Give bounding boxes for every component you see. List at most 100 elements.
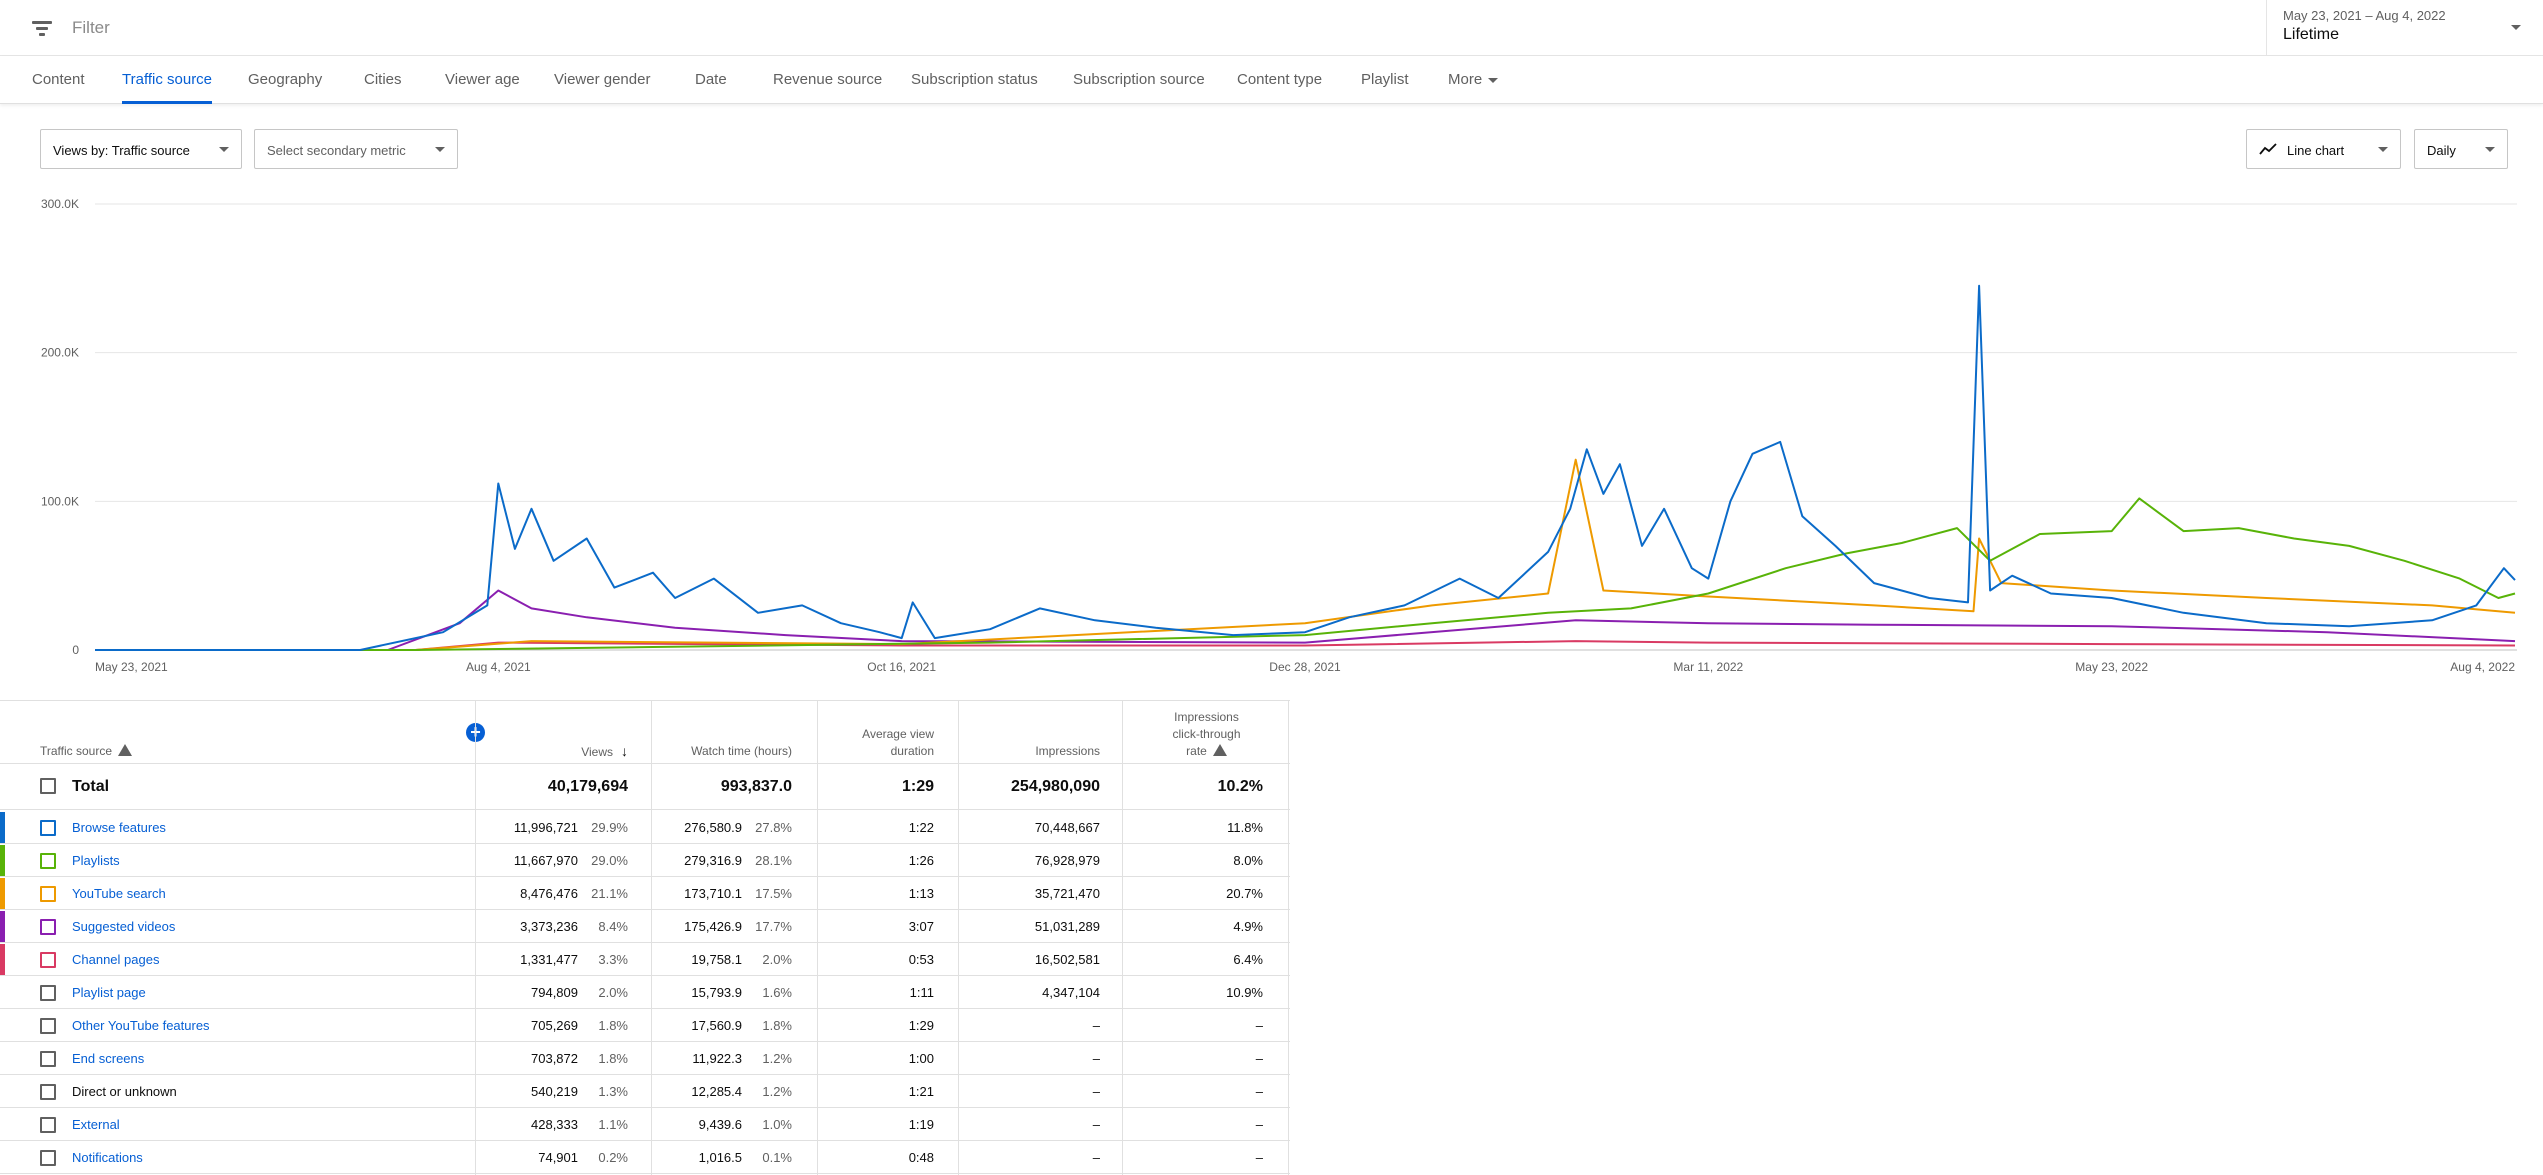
tab-content-type[interactable]: Content type	[1237, 71, 1323, 88]
secondary-metric-dropdown[interactable]: Select secondary metric	[254, 129, 458, 169]
chevron-down-icon	[2485, 147, 2495, 152]
avd-value: 0:53	[908, 952, 934, 967]
ctr-value: 8.0%	[1233, 853, 1263, 868]
row-checkbox[interactable]	[40, 985, 56, 1001]
watch-time-value: 173,710.1	[684, 886, 742, 901]
views-value: 794,809	[531, 985, 578, 1000]
series-line-playlists[interactable]	[95, 497, 2516, 651]
ctr-value: –	[1255, 1084, 1263, 1099]
row-checkbox[interactable]	[40, 1051, 56, 1067]
y-tick-label: 0	[72, 643, 79, 657]
filter-input[interactable]: Filter	[72, 18, 110, 37]
impressions-value: 35,721,470	[1034, 886, 1100, 901]
ctr-value: –	[1255, 1018, 1263, 1033]
caret-down-icon	[1488, 77, 1499, 83]
tab-viewer-gender[interactable]: Viewer gender	[554, 71, 651, 88]
secondary-metric-label: Select secondary metric	[267, 143, 406, 158]
watch-time-percent: 1.0%	[762, 1117, 792, 1132]
avd-value: 0:48	[908, 1150, 934, 1165]
impressions-value: 254,980,090	[1011, 778, 1100, 795]
table-row: Playlist page 794,809 2.0% 15,793.9 1.6% 1:11…	[0, 976, 1290, 1009]
series-line-browse-features[interactable]	[95, 284, 2516, 651]
ctr-value: –	[1255, 1117, 1263, 1132]
row-name-link[interactable]: Notifications	[72, 1150, 143, 1165]
views-percent: 1.8%	[598, 1018, 628, 1033]
row-checkbox[interactable]	[40, 1150, 56, 1166]
tab-subscription-status[interactable]: Subscription status	[911, 71, 1038, 88]
row-name: Total	[72, 778, 110, 795]
avd-value: 1:29	[901, 778, 934, 795]
row-checkbox[interactable]	[40, 1084, 56, 1100]
row-name-link[interactable]: YouTube search	[72, 886, 166, 901]
views-percent: 1.8%	[598, 1051, 628, 1066]
tab-revenue-source[interactable]: Revenue source	[773, 71, 883, 88]
row-name-link[interactable]: Channel pages	[72, 952, 160, 967]
filter-icon[interactable]	[32, 18, 54, 38]
row-checkbox[interactable]	[40, 952, 56, 968]
watch-time-value: 11,922.3	[692, 1051, 742, 1066]
line-chart[interactable]: 300.0K 200.0K 100.0K 0 May 23, 2021 Aug 4, 2…	[0, 180, 2543, 680]
row-name-link[interactable]: Browse features	[72, 820, 166, 835]
series-line-suggested-videos[interactable]	[95, 589, 2516, 651]
table-header: Traffic source + Views↓ Watch time (hour…	[0, 700, 1290, 764]
header-average-view-duration[interactable]: Average view duration	[820, 727, 934, 758]
tab-cities[interactable]: Cities	[364, 71, 402, 88]
tab-content[interactable]: Content	[32, 71, 85, 88]
row-name-link[interactable]: Other YouTube features	[72, 1018, 210, 1033]
row-name-link[interactable]: External	[72, 1117, 120, 1132]
granularity-label: Daily	[2427, 143, 2456, 158]
tab-date[interactable]: Date	[695, 71, 727, 88]
x-tick-label: Aug 4, 2021	[466, 660, 531, 674]
impressions-value: 76,928,979	[1034, 853, 1100, 868]
tab-more[interactable]: More	[1448, 71, 1499, 104]
impressions-value: –	[1092, 1117, 1100, 1132]
row-checkbox[interactable]	[40, 919, 56, 935]
granularity-dropdown[interactable]: Daily	[2414, 129, 2508, 169]
header-traffic-source[interactable]: Traffic source	[40, 744, 133, 758]
header-impressions[interactable]: Impressions	[1035, 744, 1100, 758]
row-name-link[interactable]: Playlist page	[72, 985, 146, 1000]
chart-type-dropdown[interactable]: Line chart	[2246, 129, 2401, 169]
impressions-value: –	[1092, 1018, 1100, 1033]
row-checkbox[interactable]	[40, 1018, 56, 1034]
avd-value: 1:26	[908, 853, 934, 868]
header-watch-time[interactable]: Watch time (hours)	[691, 744, 792, 758]
date-range-picker[interactable]: May 23, 2021 – Aug 4, 2022 Lifetime	[2266, 0, 2543, 56]
row-name-link[interactable]: End screens	[72, 1051, 145, 1066]
views-percent: 21.1%	[591, 886, 628, 901]
tab-traffic-source[interactable]: Traffic source	[122, 71, 213, 104]
table-row: Other YouTube features 705,269 1.8% 17,560.…	[0, 1009, 1290, 1042]
row-checkbox[interactable]	[40, 853, 56, 869]
tab-viewer-age[interactable]: Viewer age	[445, 71, 520, 88]
checkbox-total[interactable]	[40, 778, 56, 794]
sort-down-icon: ↓	[621, 743, 628, 759]
header-ctr-line3: rate	[1125, 744, 1288, 758]
x-tick-label: May 23, 2022	[2075, 660, 2148, 674]
ctr-value: –	[1255, 1150, 1263, 1165]
tab-geography[interactable]: Geography	[248, 71, 323, 88]
tab-more-label: More	[1448, 71, 1483, 88]
header-views[interactable]: Views ↓	[470, 744, 628, 759]
header-ctr[interactable]: Impressions click-through rate	[1125, 710, 1288, 758]
series-line-youtube-search[interactable]	[95, 458, 2516, 651]
avd-value: 3:07	[908, 919, 934, 934]
tab-subscription-source[interactable]: Subscription source	[1073, 71, 1205, 88]
y-tick-label: 200.0K	[41, 346, 79, 360]
views-value: 540,219	[531, 1084, 578, 1099]
chevron-down-icon	[219, 147, 229, 152]
impressions-value: –	[1092, 1051, 1100, 1066]
row-checkbox[interactable]	[40, 886, 56, 902]
avd-value: 1:13	[908, 886, 934, 901]
column-divider	[1122, 700, 1123, 1175]
tab-playlist[interactable]: Playlist	[1361, 71, 1409, 88]
primary-metric-dropdown[interactable]: Views by: Traffic source	[40, 129, 242, 169]
views-value: 74,901	[538, 1150, 578, 1165]
watch-time-percent: 1.2%	[762, 1051, 792, 1066]
row-checkbox[interactable]	[40, 1117, 56, 1133]
column-divider	[958, 700, 959, 1175]
ctr-value: 11.8%	[1227, 820, 1263, 835]
row-name-link[interactable]: Suggested videos	[72, 919, 176, 934]
watch-time-percent: 2.0%	[762, 952, 792, 967]
row-name-link[interactable]: Playlists	[72, 853, 120, 868]
row-checkbox[interactable]	[40, 820, 56, 836]
